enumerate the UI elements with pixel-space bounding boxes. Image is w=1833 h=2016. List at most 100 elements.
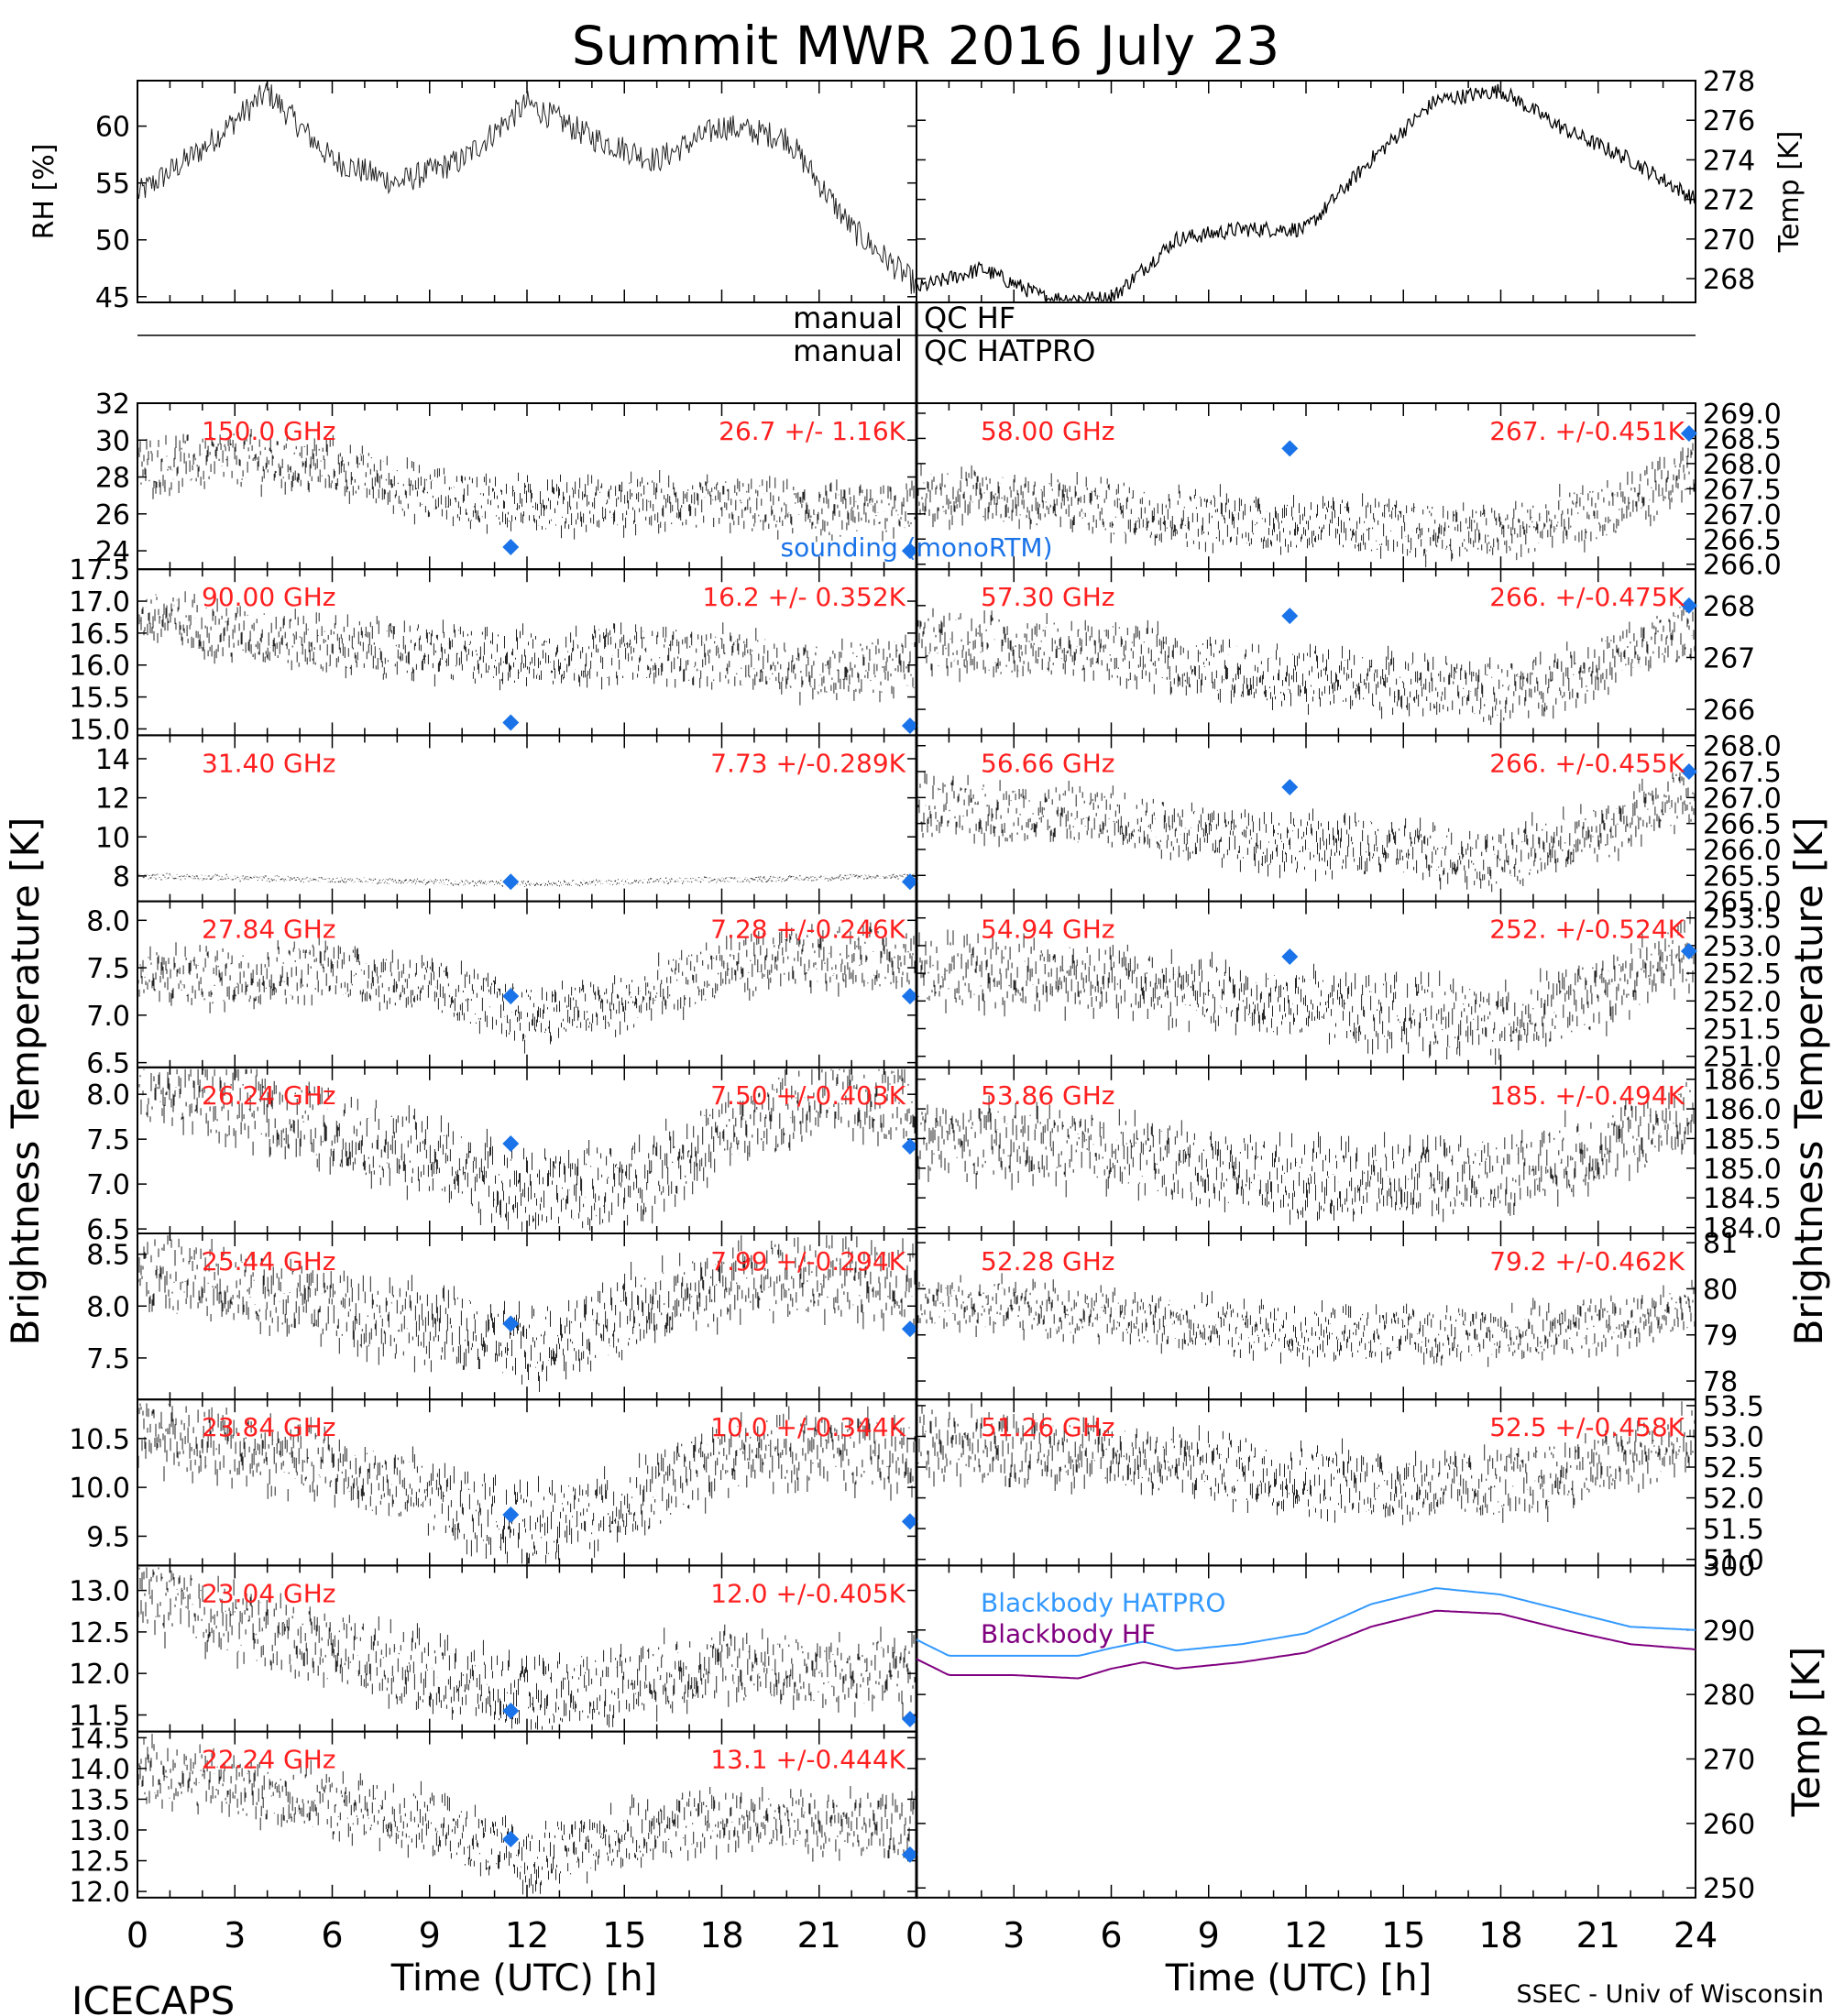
trace-26.24 xyxy=(137,1068,917,1232)
y-tick-label: 270 xyxy=(1703,225,1755,257)
trace-22.24 xyxy=(137,1734,917,1895)
sounding-marker-54.94-0 xyxy=(1281,948,1299,965)
stat-label-26.24: 7.50 +/-0.403K xyxy=(710,1080,906,1111)
y-tick-label: 24 xyxy=(95,536,130,568)
footer-credit: SSEC - Univ of Wisconsin xyxy=(1517,1980,1824,2009)
y-tick-label: 15.0 xyxy=(69,714,130,746)
y-tick-label: 6.5 xyxy=(86,1214,130,1246)
trace-rh xyxy=(137,82,917,294)
y-tick-label: 7.5 xyxy=(86,953,130,985)
freq-label-57.3: 57.30 GHz xyxy=(981,582,1115,612)
y-tick-label: 7.5 xyxy=(86,1124,130,1156)
y-tick-label: 253.0 xyxy=(1703,931,1782,963)
sounding-marker-22.24-0 xyxy=(502,1831,520,1848)
right-ylabel: Brightness Temperature [K] xyxy=(1786,817,1831,1346)
y-tick-label: 186.0 xyxy=(1703,1094,1782,1126)
y-tick-label: 17.0 xyxy=(69,586,130,619)
trace-54.94 xyxy=(916,911,1696,1065)
qc-band: manual QC HF manual QC HATPRO xyxy=(137,301,1696,368)
y-tick-label: 250 xyxy=(1703,1873,1755,1905)
panel-blackbody: 250 260 270 280 290 300 Blackbody HATPROBlackb… xyxy=(916,1550,1828,1905)
x-tick-label: 6 xyxy=(1100,1915,1122,1956)
y-tick-label: 265.0 xyxy=(1703,887,1782,919)
freq-label-58: 58.00 GHz xyxy=(981,416,1115,446)
trace-51.26 xyxy=(916,1401,1696,1526)
y-tick-label: 7.5 xyxy=(86,1343,130,1375)
y-tick-label: 268 xyxy=(1703,264,1755,296)
trace-27.84 xyxy=(137,922,917,1054)
y-tick-label: 251.5 xyxy=(1703,1014,1782,1046)
y-tick-label: 184.0 xyxy=(1703,1213,1782,1245)
series-line-1 xyxy=(916,1609,1696,1680)
y-tick-label: 52.5 xyxy=(1703,1452,1764,1485)
y-tick-label: 265.5 xyxy=(1703,860,1782,893)
y-tick-label: 267.0 xyxy=(1703,783,1782,815)
y-tick-label: 267.0 xyxy=(1703,499,1782,531)
panel-23.04: 11.5 12.0 12.5 13.0 23.04 GHz 12.0 +/-0.405K xyxy=(69,1564,918,1733)
stat-label-52.28: 79.2 +/-0.462K xyxy=(1489,1246,1685,1276)
y-tick-label: 30 xyxy=(95,425,130,457)
panel-26.24: 6.5 7.0 7.5 8.0 26.24 GHz 7.50 +/-0.403K xyxy=(86,1066,918,1246)
panel-25.44: 7.5 8.0 8.5 25.44 GHz 7.99 +/-0.294K xyxy=(86,1233,918,1401)
y-tick-label: 266.0 xyxy=(1703,835,1782,867)
y-tick-label: 266 xyxy=(1703,695,1755,727)
y-tick-label: 60 xyxy=(95,112,130,144)
ylabel-temp: Temp [K] xyxy=(1773,131,1806,254)
qc-label-hatpro: QC HATPRO xyxy=(924,334,1095,368)
y-tick-label: 11.5 xyxy=(69,1700,130,1732)
sounding-marker-31.4-1 xyxy=(901,873,918,891)
x-tick-label: 0 xyxy=(126,1915,148,1956)
footer-xlabel-left: Time (UTC) [h] xyxy=(390,1957,657,2000)
y-tick-label: 53.5 xyxy=(1703,1391,1764,1423)
sounding-marker-56.66-1 xyxy=(1680,763,1697,781)
y-tick-label: 79 xyxy=(1703,1320,1738,1353)
y-tick-label: 268.0 xyxy=(1703,731,1782,763)
y-tick-label: 8.0 xyxy=(86,905,130,937)
y-tick-label: 51.5 xyxy=(1703,1514,1764,1546)
y-tick-label: 251.0 xyxy=(1703,1042,1782,1074)
sounding-marker-23.84-0 xyxy=(502,1506,520,1523)
y-tick-label: 51.0 xyxy=(1703,1545,1764,1577)
stat-label-51.26: 52.5 +/-0.458K xyxy=(1489,1412,1685,1442)
y-tick-label: 9.5 xyxy=(86,1521,130,1553)
y-tick-label: 268 xyxy=(1703,591,1755,623)
chart-title: Summit MWR 2016 July 23 xyxy=(572,15,1280,77)
trace-23.04 xyxy=(137,1567,917,1730)
trace-52.28 xyxy=(916,1273,1696,1367)
sounding-marker-57.3-0 xyxy=(1281,608,1299,625)
panel-57.3: 266 267 268 57.30 GHz 266. +/-0.475K xyxy=(916,568,1755,737)
y-tick-label: 50 xyxy=(95,225,130,257)
sounding-marker-25.44-0 xyxy=(502,1315,520,1332)
qc-label-hf: QC HF xyxy=(924,301,1015,335)
series-line-0 xyxy=(916,1587,1696,1657)
y-tick-label: 260 xyxy=(1703,1809,1755,1841)
trace-56.66 xyxy=(916,762,1696,893)
freq-label-90: 90.00 GHz xyxy=(202,582,336,612)
x-tick-label: 3 xyxy=(224,1915,246,1956)
sounding-marker-58-1 xyxy=(1680,424,1697,442)
trace-temp xyxy=(916,83,1696,303)
y-tick-label: 15.5 xyxy=(69,683,130,715)
y-tick-label: 78 xyxy=(1703,1366,1738,1398)
qc-manual-2: manual xyxy=(793,334,903,368)
sounding-marker-23.04-1 xyxy=(901,1711,918,1728)
sounding-marker-26.24-0 xyxy=(502,1135,520,1153)
sounding-marker-31.4-0 xyxy=(502,873,520,891)
sounding-marker-90-1 xyxy=(901,717,918,734)
freq-label-56.66: 56.66 GHz xyxy=(981,748,1115,778)
stat-label-58: 267. +/-0.451K xyxy=(1489,416,1685,446)
y-tick-label: 45 xyxy=(95,282,130,314)
y-tick-label: 10.5 xyxy=(69,1424,130,1456)
stat-label-90: 16.2 +/- 0.352K xyxy=(702,582,906,612)
y-tick-label: 268.5 xyxy=(1703,423,1782,455)
footer-xlabel-right: Time (UTC) [h] xyxy=(1165,1957,1432,2000)
sounding-marker-150-1 xyxy=(901,542,918,560)
y-tick-label: 266.0 xyxy=(1703,550,1782,582)
y-tick-label: 274 xyxy=(1703,145,1755,177)
y-tick-label: 10.0 xyxy=(69,1473,130,1505)
stat-label-57.3: 266. +/-0.475K xyxy=(1489,582,1685,612)
